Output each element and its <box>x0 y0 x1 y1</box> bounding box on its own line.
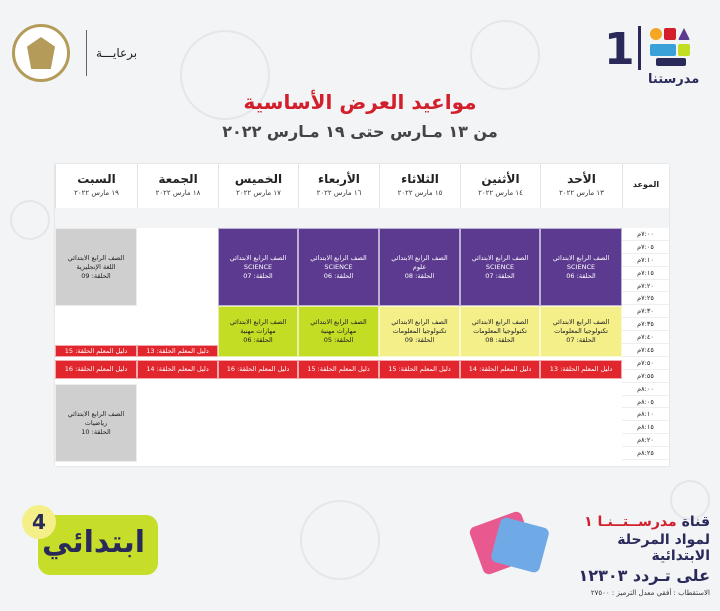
time-slot: ٨:١٠م <box>622 408 669 422</box>
blocks-icon <box>650 28 692 68</box>
day-header-thursday: الخميس ١٧ مارس ٢٠٢٢ <box>218 164 298 208</box>
program-block: الصف الرابع الابتدائي اللغة الإنجليزية الح… <box>55 228 137 306</box>
logo-divider <box>86 30 87 76</box>
program-block: الصف الرابع الابتدائي مهارات مهنية الحلقة:… <box>298 306 379 357</box>
program-block: الصف الرابع الابتدائي SCIENCE الحلقة: 07 <box>218 228 298 306</box>
program-block: الصف الرابع الابتدائي تكنولوجيا المعلومات… <box>460 306 540 357</box>
time-slot: ٨:٠٠م <box>622 383 669 396</box>
badge-number: 4 <box>22 505 56 539</box>
channel-line-2: لمواد المرحلة الابتدائية <box>617 532 710 564</box>
time-slot: ٧:١٥م <box>622 267 669 280</box>
program-block: دليل المعلم الحلقة: 16 <box>218 360 298 379</box>
time-header: الموعد <box>622 164 669 208</box>
program-block: دليل المعلم الحلقة: 13 <box>540 360 622 379</box>
day-header-friday: الجمعة ١٨ مارس ٢٠٢٢ <box>137 164 218 208</box>
page-title: مواعيد العرض الأساسية <box>243 90 477 114</box>
badge-text: ابتدائي <box>42 525 146 560</box>
day-header-wednesday: الأربعاء ١٦ مارس ٢٠٢٢ <box>298 164 379 208</box>
time-slot: ٧:٤٥م <box>622 344 669 357</box>
time-slot: ٧:١٠م <box>622 254 669 267</box>
program-block: الصف الرابع الابتدائي SCIENCE الحلقة: 07 <box>460 228 540 306</box>
program-block: الصف الرابع الابتدائي SCIENCE الحلقة: 06 <box>298 228 379 306</box>
time-slot: ٨:٠٥م <box>622 396 669 409</box>
time-slot: ٨:٢٠م <box>622 434 669 448</box>
time-slot: ٧:٠٠م <box>622 228 669 241</box>
sponsor-label: برعايـــة <box>96 46 138 60</box>
ministry-logo: برعايـــة <box>12 24 152 84</box>
time-slot: ٨:١٥م <box>622 421 669 435</box>
time-slot: ٨:٢٥م <box>622 447 669 461</box>
program-block: دليل المعلم الحلقة: 13 <box>137 345 218 357</box>
schedule-table: الموعد الأحد ١٣ مارس ٢٠٢٢ الأثنين ١٤ مارس … <box>55 164 669 466</box>
channel-number: 1 <box>604 24 635 75</box>
time-slot: ٧:٥٠م <box>622 357 669 370</box>
program-block: الصف الرابع الابتدائي تكنولوجيا المعلومات… <box>540 306 622 357</box>
program-block: دليل المعلم الحلقة: 15 <box>298 360 379 379</box>
madrasatna-logo: 1 مدرستنا <box>600 22 710 92</box>
time-slot: ٧:٢٠م <box>622 280 669 293</box>
time-slot: ٧:٣٥م <box>622 318 669 332</box>
decor-circle <box>10 200 50 240</box>
decor-circle <box>470 20 540 90</box>
time-column: ٧:٠٠م ٧:٠٥م ٧:١٠م ٧:١٥م ٧:٢٠م ٧:٢٥م ٧:٣٠… <box>622 228 669 461</box>
day-header-monday: الأثنين ١٤ مارس ٢٠٢٢ <box>460 164 540 208</box>
program-block: الصف الرابع الابتدائي رياضيات الحلقة: 10 <box>55 384 137 462</box>
channel-name: مدرستنا <box>648 72 700 87</box>
program-block: الصف الرابع الابتدائي علوم الحلقة: 08 <box>379 228 460 306</box>
day-header-tuesday: الثلاثاء ١٥ مارس ٢٠٢٢ <box>379 164 460 208</box>
program-block: دليل المعلم الحلقة: 15 <box>55 345 137 357</box>
channel-info: قناة مدرســتــنـا ١ لمواد المرحلة الابتد… <box>560 514 710 597</box>
header-spacer <box>55 208 669 228</box>
grade-badge: ابتدائي 4 <box>18 505 158 579</box>
time-slot: ٧:٠٥م <box>622 241 669 254</box>
time-slot: ٧:٤٠م <box>622 331 669 345</box>
school-bags-icon <box>455 510 555 582</box>
program-block: دليل المعلم الحلقة: 14 <box>137 360 218 379</box>
program-block: الصف الرابع الابتدائي SCIENCE الحلقة: 06 <box>540 228 622 306</box>
ministry-seal-icon <box>12 24 70 82</box>
reception-info: الاستقطاب : أفقي معدل الترميز : ٢٧٥٠٠ <box>590 589 710 597</box>
decor-circle <box>670 480 710 520</box>
decor-circle <box>300 500 380 580</box>
program-block: الصف الرابع الابتدائي تكنولوجيا المعلومات… <box>379 306 460 357</box>
program-block: دليل المعلم الحلقة: 15 <box>379 360 460 379</box>
time-slot: ٧:٥٥م <box>622 370 669 383</box>
program-block: الصف الرابع الابتدائي مهارات مهنية الحلقة:… <box>218 306 298 357</box>
time-slot: ٧:٢٥م <box>622 292 669 306</box>
page-subtitle: من ١٣ مـارس حتى ١٩ مـارس ٢٠٢٢ <box>222 122 498 141</box>
day-header-saturday: السبت ١٩ مارس ٢٠٢٢ <box>55 164 137 208</box>
program-block: دليل المعلم الحلقة: 14 <box>460 360 540 379</box>
time-slot: ٧:٣٠م <box>622 305 669 319</box>
channel-frequency: على تـردد ١٢٣٠٣ <box>578 566 710 585</box>
logo-divider <box>638 26 641 70</box>
program-block: دليل المعلم الحلقة: 16 <box>55 360 137 379</box>
day-header-sunday: الأحد ١٣ مارس ٢٠٢٢ <box>540 164 622 208</box>
channel-line-1: قناة مدرســتــنـا ١ <box>584 514 710 530</box>
decor-circle <box>180 30 270 120</box>
